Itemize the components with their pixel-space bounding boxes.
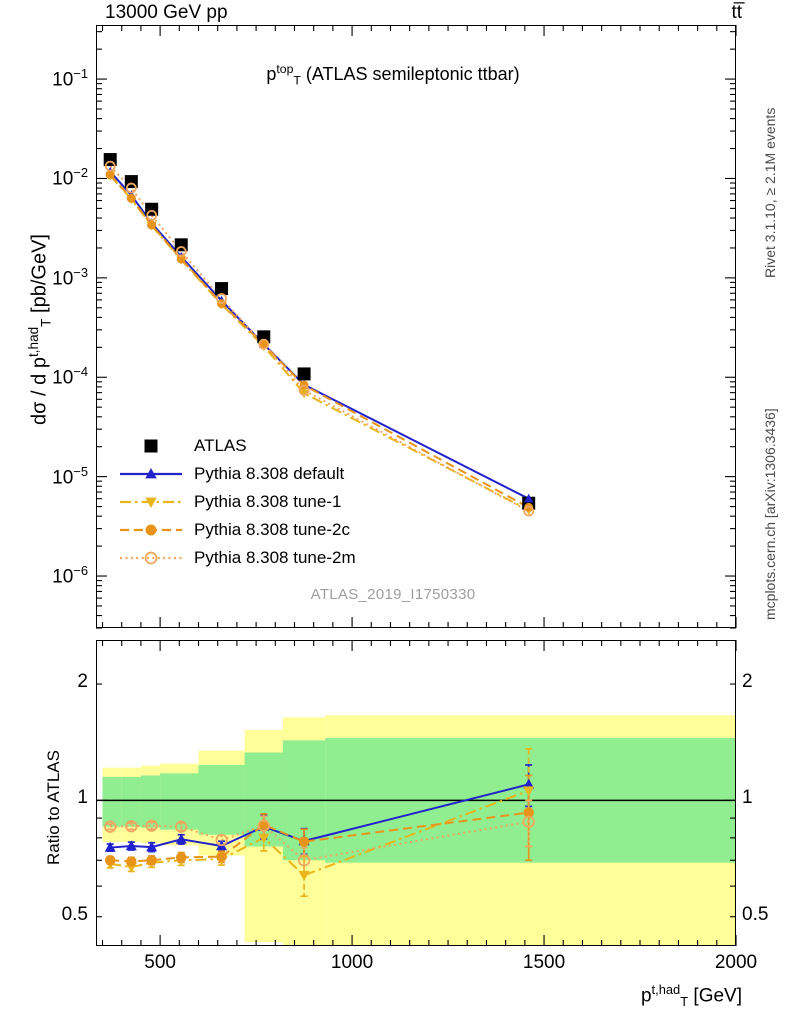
legend-label-0: ATLAS bbox=[194, 436, 247, 455]
y-tick-ratio-right-1: 1 bbox=[742, 787, 753, 809]
analysis-watermark: ATLAS_2019_I1750330 bbox=[310, 586, 476, 603]
y-tick-main-1e-5: 10−5 bbox=[52, 463, 88, 488]
x-axis-label-text: p bbox=[640, 985, 652, 1007]
legend-marker-triangle-down-icon bbox=[120, 492, 182, 512]
plot-title-rest: (ATLAS semileptonic ttbar) bbox=[300, 64, 520, 84]
legend-marker-circle-filled-icon bbox=[120, 520, 182, 540]
legend-label-3: Pythia 8.308 tune-2c bbox=[194, 520, 350, 539]
legend-label-4: Pythia 8.308 tune-2m bbox=[194, 548, 356, 567]
x-axis-label: pt,hadT [GeV] bbox=[641, 982, 742, 1009]
y-tick-ratio-right-2: 2 bbox=[742, 671, 753, 693]
plot-title: ptopT (ATLAS semileptonic ttbar) bbox=[0, 62, 786, 88]
legend-label-1: Pythia 8.308 default bbox=[194, 464, 345, 483]
plot-title-sup: top bbox=[276, 62, 294, 76]
y-tick-main-1e-1: 10−1 bbox=[52, 66, 88, 91]
y-axis-label-main-sub: T bbox=[38, 318, 54, 327]
legend-item-3[interactable]: Pythia 8.308 tune-2c bbox=[120, 516, 356, 544]
plot-title-sub: T bbox=[293, 73, 301, 88]
legend-marker-circle-open-icon bbox=[120, 548, 182, 568]
y-tick-ratio-1: 1 bbox=[77, 787, 88, 809]
legend-marker-square-icon bbox=[120, 436, 182, 456]
x-tick-500: 500 bbox=[144, 952, 176, 973]
legend-item-1[interactable]: Pythia 8.308 default bbox=[120, 460, 356, 488]
legend-item-2[interactable]: Pythia 8.308 tune-1 bbox=[120, 488, 356, 516]
legend-item-4[interactable]: Pythia 8.308 tune-2m bbox=[120, 544, 356, 572]
y-axis-label-main: dσ / d pt,hadT [pb/GeV] bbox=[26, 234, 54, 425]
x-axis-label-sub: T bbox=[680, 994, 689, 1010]
header-beam-label: 13000 GeV pp bbox=[105, 2, 228, 23]
y-tick-ratio-0.5: 0.5 bbox=[61, 903, 88, 925]
mcplots-credit-label: mcplots.cern.ch [arXiv:1306.3436] bbox=[762, 408, 778, 620]
plot-title-p: p bbox=[266, 64, 277, 84]
y-tick-ratio-2: 2 bbox=[77, 671, 88, 693]
y-tick-main-1e-3: 10−3 bbox=[52, 264, 88, 290]
x-axis-label-sup: t,had bbox=[651, 982, 681, 997]
x-tick-1500: 1500 bbox=[522, 952, 566, 973]
legend-marker-triangle-up-icon bbox=[120, 464, 182, 484]
y-tick-main-1e-2: 10−2 bbox=[52, 165, 88, 190]
x-tick-1000: 1000 bbox=[330, 952, 374, 973]
legend: ATLAS Pythia 8.308 default Pythia 8.308 tu… bbox=[120, 432, 356, 572]
rivet-version-label: Rivet 3.1.10, ≥ 2.1M events bbox=[762, 107, 778, 278]
y-tick-main-1e-4: 10−4 bbox=[52, 364, 88, 389]
y-axis-label-main-sup: t,had bbox=[26, 326, 41, 358]
ratio-panel-frame bbox=[96, 640, 736, 946]
x-tick-2000: 2000 bbox=[714, 952, 758, 973]
y-tick-main-1e-6: 10−6 bbox=[52, 563, 88, 588]
main-panel-frame bbox=[96, 25, 736, 628]
legend-label-2: Pythia 8.308 tune-1 bbox=[194, 492, 342, 511]
legend-item-0[interactable]: ATLAS bbox=[120, 432, 356, 460]
header-process-label: tt̅ bbox=[731, 2, 742, 23]
x-axis-label-tail: [GeV] bbox=[688, 985, 742, 1007]
y-tick-ratio-right-0.5: 0.5 bbox=[742, 903, 769, 925]
